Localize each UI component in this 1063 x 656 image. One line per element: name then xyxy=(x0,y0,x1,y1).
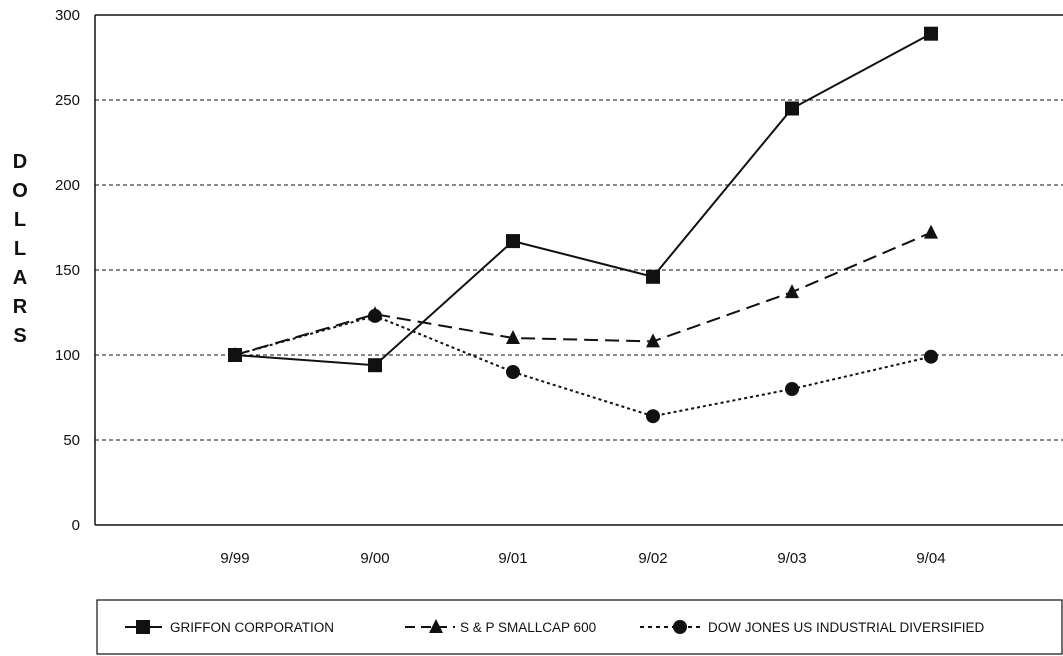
series-line xyxy=(234,32,932,367)
series-line xyxy=(234,231,932,356)
legend-label: S & P SMALLCAP 600 xyxy=(460,620,596,635)
legend: GRIFFON CORPORATION S & P SMALLCAP 600 DOW… xyxy=(96,599,1063,655)
y-tick-label: 300 xyxy=(55,7,80,24)
data-point-circle xyxy=(506,365,520,379)
data-point-triangle xyxy=(646,333,660,348)
data-point-triangle xyxy=(785,284,799,299)
data-point-circle xyxy=(785,382,799,396)
legend-marker-triangle xyxy=(429,619,443,633)
y-axis-label-letter: L xyxy=(14,238,26,260)
data-point-circle xyxy=(646,409,660,424)
data-point-square xyxy=(368,358,382,373)
legend-label: GRIFFON CORPORATION xyxy=(170,620,334,635)
series-square xyxy=(228,26,938,373)
data-point-square xyxy=(228,348,242,362)
legend-item: DOW JONES US INDUSTRIAL DIVERSIFIED xyxy=(640,620,985,635)
data-point-triangle xyxy=(506,330,520,344)
data-point-triangle xyxy=(924,224,938,239)
y-axis-label-letter: A xyxy=(13,267,27,289)
legend-marker-square xyxy=(136,620,150,634)
y-axis-label-letter: D xyxy=(13,151,27,173)
x-tick-label: 9/03 xyxy=(777,550,806,567)
data-point-square xyxy=(646,269,660,284)
y-tick-label: 0 xyxy=(72,517,80,534)
x-tick-label: 9/02 xyxy=(638,550,667,567)
legend-box xyxy=(96,599,1063,655)
y-tick-labels: 0 50 100 150 200 250 300 xyxy=(55,7,80,534)
y-tick-label: 250 xyxy=(55,92,80,109)
y-tick-label: 50 xyxy=(63,432,80,449)
y-axis-label-letter: R xyxy=(13,296,28,318)
y-tick-label: 200 xyxy=(55,177,80,194)
x-tick-label: 9/04 xyxy=(916,550,945,567)
gridlines xyxy=(95,99,1063,441)
series-line xyxy=(234,314,932,418)
data-point-square xyxy=(785,101,799,116)
data-point-square xyxy=(924,26,938,41)
y-tick-label: 150 xyxy=(55,262,80,279)
data-point-triangle xyxy=(368,306,382,321)
axes xyxy=(94,14,1063,526)
legend-marker-circle xyxy=(673,620,687,634)
legend-item: S & P SMALLCAP 600 xyxy=(405,619,596,635)
legend-item: GRIFFON CORPORATION xyxy=(125,620,334,635)
x-tick-label: 9/00 xyxy=(360,550,389,567)
y-tick-label: 100 xyxy=(55,347,80,364)
y-axis-label-letter: L xyxy=(14,209,26,231)
x-tick-label: 9/99 xyxy=(220,550,249,567)
y-axis-label-letter: O xyxy=(12,180,28,202)
data-point-square xyxy=(506,234,520,249)
x-tick-label: 9/01 xyxy=(498,550,527,567)
x-tick-labels: 9/99 9/00 9/01 9/02 9/03 9/04 xyxy=(220,550,945,567)
data-point-circle xyxy=(924,349,938,364)
legend-label: DOW JONES US INDUSTRIAL DIVERSIFIED xyxy=(708,620,985,635)
series-circle xyxy=(228,308,938,424)
series-triangle xyxy=(228,224,938,361)
y-axis-label-letter: S xyxy=(13,325,26,347)
series xyxy=(228,26,938,424)
